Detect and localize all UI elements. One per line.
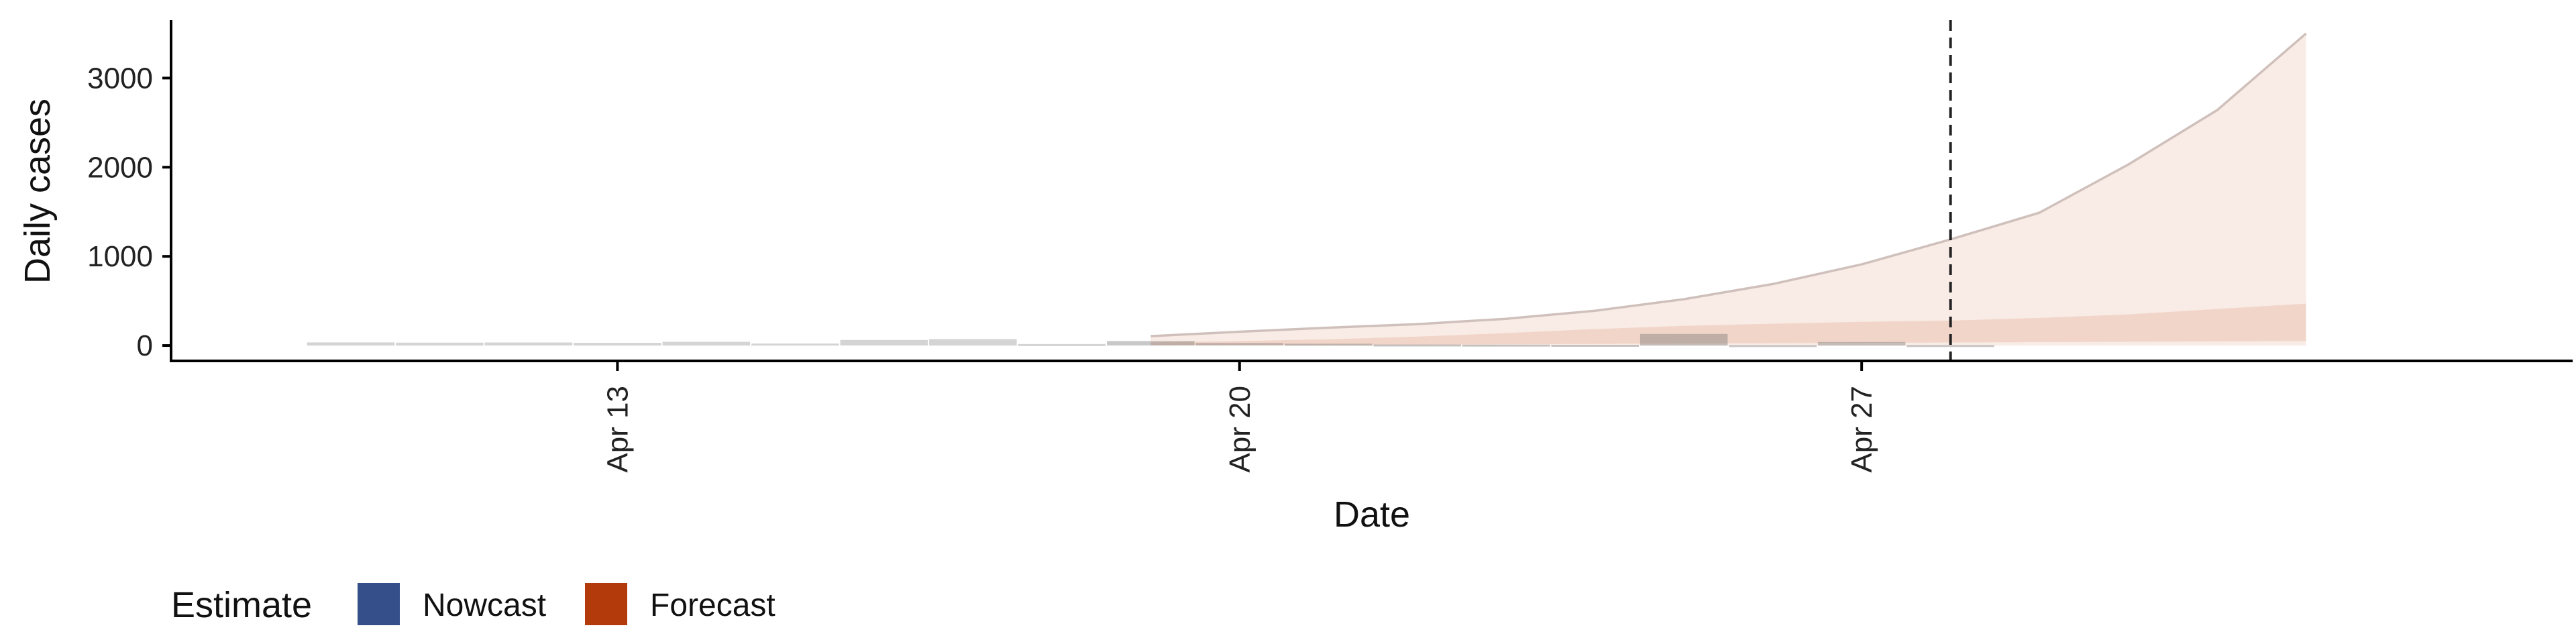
y-tick-label: 1000: [87, 240, 153, 273]
nowcast-bar: [840, 339, 928, 345]
forecast-upper-line: [1150, 32, 2307, 337]
nowcast-bar: [574, 343, 661, 346]
nowcast-bar: [662, 341, 751, 346]
observed-bar: [1817, 341, 1906, 346]
nowcast-bar: [929, 339, 1017, 346]
legend-swatch-nowcast: [358, 583, 400, 625]
x-tick-label: Apr 27: [1845, 386, 1878, 473]
y-axis-title: Daily cases: [17, 99, 58, 284]
legend-label-forecast: Forecast: [650, 588, 775, 623]
legend: Estimate Nowcast Forecast: [171, 583, 775, 625]
nowcast-bar: [307, 342, 395, 346]
plot-area: [307, 20, 2307, 361]
legend-swatch-forecast: [585, 583, 627, 625]
observed-bar: [1373, 344, 1461, 347]
nowcast-bar: [484, 342, 573, 345]
y-tick-label: 0: [137, 329, 153, 362]
observed-bar: [1107, 341, 1195, 345]
y-tick-label: 2000: [87, 151, 153, 184]
observed-bar: [1551, 345, 1639, 347]
legend-title: Estimate: [171, 585, 312, 625]
x-axis-title: Date: [1334, 494, 1410, 535]
nowcast-bar: [751, 343, 839, 346]
forecast-band-inner: [1150, 303, 2306, 345]
observed-bar: [1462, 344, 1550, 347]
y-tick-label: 3000: [87, 62, 153, 95]
observed-bar: [1907, 345, 1994, 347]
legend-label-nowcast: Nowcast: [423, 588, 546, 623]
x-tick-label: Apr 13: [601, 386, 634, 473]
observed-bar: [1640, 333, 1728, 346]
nowcast-bar: [396, 342, 484, 346]
observed-bar: [1729, 345, 1817, 347]
observed-bar: [1195, 343, 1283, 345]
observed-bar: [1285, 343, 1373, 346]
x-tick-label: Apr 20: [1224, 386, 1256, 473]
forecast-band-outer: [1150, 33, 2306, 346]
nowcast-bar: [1018, 343, 1106, 346]
axes: [162, 20, 2573, 371]
